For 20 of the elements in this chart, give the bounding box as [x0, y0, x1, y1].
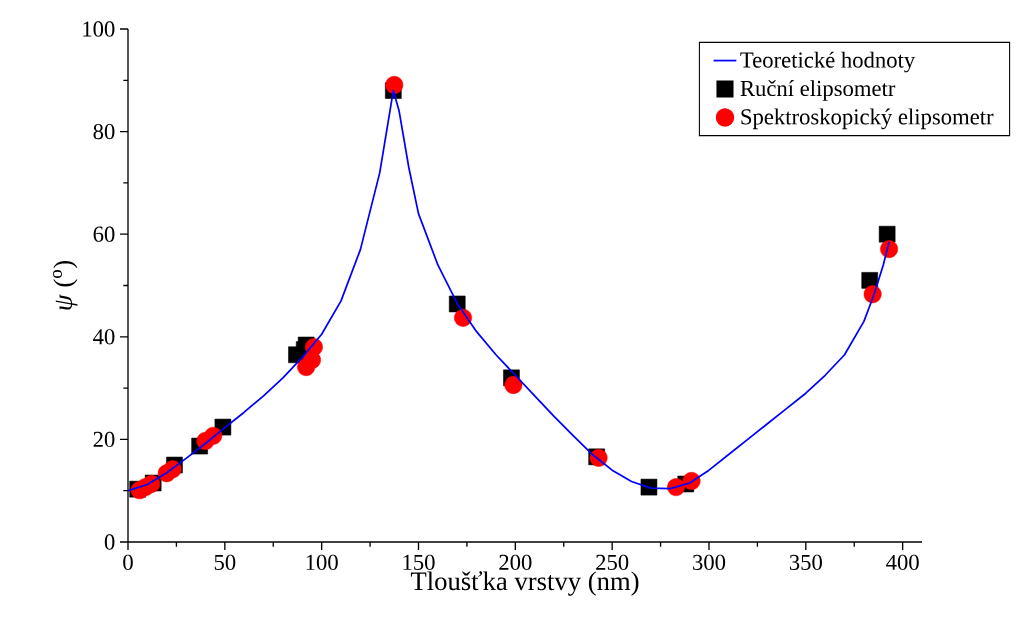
- x-tick-label: 100: [306, 554, 338, 571]
- legend-label: Ruční elipsometr: [740, 80, 896, 101]
- x-tick-label: 350: [789, 554, 822, 571]
- x-tick-label: 400: [886, 554, 919, 571]
- x-tick-label: 300: [693, 554, 726, 571]
- y-tick-label: 100: [83, 21, 115, 37]
- x-tick-label: 250: [596, 554, 629, 571]
- x-tick-label: 50: [214, 554, 236, 571]
- y-axis-title: ψ ($^{o}$): [52, 260, 78, 310]
- y-tick-label: 40: [93, 329, 115, 345]
- x-tick-label: 0: [123, 554, 133, 571]
- y-tick-label: 60: [93, 226, 115, 242]
- legend-label: Teoretické hodnoty: [740, 51, 916, 73]
- x-tick-label: 150: [403, 554, 435, 571]
- x-tick-label: 200: [499, 554, 532, 571]
- y-tick-label: 20: [93, 431, 115, 448]
- y-tick-label: 80: [93, 123, 115, 140]
- y-tick-label: 0: [104, 534, 115, 550]
- legend-label: Spektroskopický elipsometr: [741, 108, 994, 130]
- x-axis-title: Tloušťka vrstvy (nm): [410, 571, 639, 596]
